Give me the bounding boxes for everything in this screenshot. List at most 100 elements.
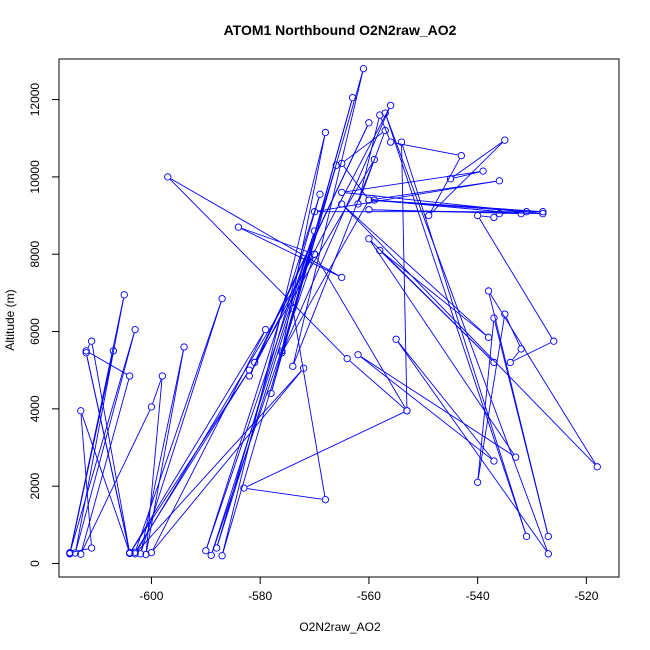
data-point [338,188,346,197]
series-segment [81,414,129,550]
series-segment [430,158,461,213]
y-axis-label: Altitude (m) [3,289,17,350]
plot-area [58,58,620,578]
y-axis: 0 2000 4000 6000 8000 10000 12000 [28,83,60,567]
series-segment [170,178,339,276]
series-segment [477,321,495,479]
data-point [82,347,90,355]
data-point [218,552,226,560]
y-tick-label: 0 [28,560,42,567]
data-point [77,550,85,558]
data-point [593,463,601,471]
series-segment [394,142,458,156]
series-segment [222,135,325,553]
data-point [522,208,531,216]
data-point [490,213,498,222]
series-segment [256,162,373,360]
y-tick-label: 10000 [28,160,42,194]
series-segment [345,171,480,193]
x-axis-label: O2N2raw_AO2 [299,620,381,634]
data-point [131,325,139,334]
data-point [354,200,362,208]
data-point [310,208,319,216]
data-point [381,109,389,117]
series-segment [343,165,368,198]
data-point [87,544,96,552]
series-segment [81,409,151,552]
series-segment [315,257,406,408]
series-segment [382,252,486,336]
series-segment [344,206,487,336]
data-point [202,547,210,555]
data-point [354,351,362,359]
data-point [71,549,79,557]
data-point [370,155,378,164]
data-point [473,211,482,220]
series-segment [371,240,492,361]
series-segment [282,135,326,348]
series-segment [140,350,184,551]
series-segment [153,370,302,551]
data-point [446,175,455,183]
series-segment [246,411,404,487]
data-point [278,349,286,357]
x-tick-label: -560 [357,589,381,603]
data-point [126,372,134,380]
series-segment [402,145,526,534]
series-segment [349,360,405,409]
series-layer [66,65,601,560]
data-point [245,372,253,380]
series-segment [397,341,547,552]
data-point [120,291,128,299]
data-point [425,211,433,220]
data-point [126,549,134,558]
data-point [66,548,74,557]
data-point [240,484,248,492]
series-segment [481,215,491,218]
series-segment [70,298,124,550]
x-tick-label: -540 [466,589,490,603]
data-point [213,544,221,552]
data-point [495,177,504,185]
data-point [490,457,498,465]
series-segment [490,293,596,465]
series-segment [377,199,540,212]
x-tick-label: -520 [574,589,598,603]
data-point [544,550,552,558]
series-segment [211,257,314,553]
data-point [522,532,531,541]
series-segment [385,116,526,534]
series-segment [344,132,383,162]
data-point [164,173,172,181]
data-point [501,136,509,144]
data-point [365,206,373,214]
series-segment [70,332,135,550]
data-point [109,347,118,355]
data-point [207,551,215,560]
series-segment [136,257,314,551]
data-point [289,362,297,370]
y-tick-label: 4000 [28,395,42,422]
series-segment [505,317,521,346]
data-point [495,209,504,218]
data-point [479,167,487,175]
series-segment [343,206,596,465]
data-point [77,407,85,415]
data-point [131,550,139,558]
series-segment [152,379,162,404]
series-segment [241,228,339,277]
series-segment [241,227,312,254]
x-tick-label: -580 [248,589,272,603]
series-segment [453,171,480,179]
data-point [147,548,156,557]
data-point [338,159,346,168]
y-tick-label: 8000 [28,241,42,268]
data-point [517,345,525,353]
data-point [506,358,514,367]
series-segment [141,301,222,551]
data-point [376,246,384,255]
series-segment [370,241,515,455]
data-point [473,478,482,486]
series-segment [372,199,524,212]
data-point [387,101,395,110]
